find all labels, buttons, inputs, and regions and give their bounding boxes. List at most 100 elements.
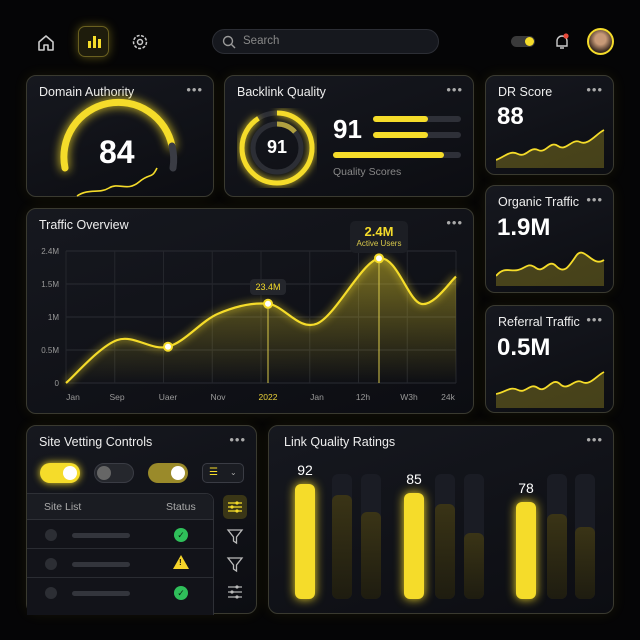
score-bar-3 [333, 152, 461, 158]
data-point [263, 298, 273, 309]
card-title: Organic Traffic [498, 195, 580, 209]
card-title: Link Quality Ratings [284, 435, 396, 449]
quality-ring [239, 110, 315, 186]
y-tick-label: 1.5M [41, 280, 59, 289]
callout-peak: 2.4M Active Users [350, 221, 408, 253]
bell-icon[interactable] [552, 32, 572, 52]
list-icon: ☰ [209, 467, 218, 478]
chevron-down-icon: ⌄ [230, 468, 237, 477]
sliders-icon [228, 501, 242, 513]
warning-icon [173, 555, 189, 569]
column-site-list: Site List [44, 501, 82, 513]
analytics-nav-button[interactable] [78, 26, 109, 57]
gauge [60, 98, 178, 197]
more-icon[interactable]: ••• [229, 432, 246, 447]
check-icon: ✓ [174, 586, 188, 600]
peak-value: 2.4M [364, 224, 394, 239]
x-tick-label: 2022 [259, 392, 278, 402]
card-title: DR Score [498, 85, 553, 99]
card-title: Domain Authority [39, 85, 135, 99]
bar-chart-icon [88, 36, 101, 48]
avatar[interactable] [587, 28, 614, 55]
backlink-value: 91 [333, 114, 362, 144]
x-tick-label: Sep [109, 392, 124, 402]
bar[interactable] [547, 514, 567, 599]
dr-score-card: DR Score ••• 88 [485, 75, 614, 175]
bar[interactable] [332, 495, 352, 599]
sliders-icon[interactable] [225, 582, 245, 602]
bar[interactable] [404, 492, 424, 599]
card-title: Referral Traffic [498, 315, 580, 329]
bar-value-label: 85 [406, 470, 422, 487]
traffic-overview-card: Traffic Overview ••• 0 0.5M 1M 1.5M 2.4M Jan Se… [26, 208, 474, 414]
organic-traffic-value: 1.9M [497, 214, 551, 241]
bar[interactable] [435, 504, 455, 599]
bar[interactable] [516, 501, 536, 599]
card-title: Traffic Overview [39, 218, 129, 232]
data-point [163, 341, 173, 352]
card-title: Site Vetting Controls [39, 435, 153, 449]
bar[interactable] [464, 532, 484, 599]
area-fill [66, 258, 456, 383]
search-placeholder: Search [243, 35, 280, 47]
sparkline [496, 371, 605, 408]
domain-authority-card: Domain Authority ••• 84 [26, 75, 214, 197]
y-tick-label: 1M [48, 313, 59, 322]
check-icon: ✓ [174, 528, 188, 542]
search-input[interactable]: Search [212, 29, 439, 54]
quality-caption: Quality Scores [333, 166, 402, 178]
x-tick-label: 12h [356, 392, 370, 402]
y-tick-label: 0 [55, 379, 60, 388]
site-vetting-card: Site Vetting Controls ••• ☰ ⌄ Site List St… [26, 425, 257, 615]
toggle-2[interactable] [94, 463, 134, 483]
score-bar-1 [373, 116, 461, 122]
toggle-3[interactable] [148, 463, 188, 483]
referral-traffic-value: 0.5M [497, 334, 551, 361]
more-icon[interactable]: ••• [446, 82, 463, 97]
table-row[interactable]: ! [27, 550, 213, 578]
more-icon[interactable]: ••• [186, 82, 203, 97]
domain-authority-value: 84 [99, 134, 135, 170]
x-tick-label: 24k [441, 392, 455, 402]
bar[interactable] [295, 484, 315, 599]
site-list-table: Site List Status ✓ ! ✓ [27, 493, 214, 615]
filter-icon[interactable] [225, 554, 245, 574]
organic-traffic-card: Organic Traffic ••• 1.9M [485, 185, 614, 293]
more-icon[interactable]: ••• [586, 192, 603, 207]
more-icon[interactable]: ••• [586, 432, 603, 447]
bar-value-label: 78 [518, 479, 534, 496]
view-dropdown[interactable]: ☰ ⌄ [202, 463, 244, 483]
bar[interactable] [575, 526, 595, 599]
toggle-1[interactable] [40, 463, 80, 483]
bar[interactable] [361, 511, 381, 599]
referral-traffic-card: Referral Traffic ••• 0.5M [485, 305, 614, 413]
card-title: Backlink Quality [237, 85, 326, 99]
filter-icon[interactable] [225, 526, 245, 546]
bar-value-label: 92 [297, 462, 313, 478]
more-icon[interactable]: ••• [586, 82, 603, 97]
link-quality-card: Link Quality Ratings ••• 92 85 78 [268, 425, 614, 614]
score-bar-2 [373, 132, 461, 138]
theme-toggle[interactable] [511, 36, 535, 47]
x-tick-label: W3h [400, 392, 418, 402]
table-row[interactable]: ✓ [27, 579, 213, 607]
backlink-quality-card: Backlink Quality ••• 91 91 Quality Score… [224, 75, 474, 197]
column-status: Status [166, 501, 196, 513]
more-icon[interactable]: ••• [446, 215, 463, 230]
dr-score-value: 88 [497, 103, 524, 130]
x-tick-label: Jan [310, 392, 324, 402]
x-tick-label: Nov [210, 392, 226, 402]
search-icon [222, 35, 236, 49]
table-row[interactable]: ✓ [27, 521, 213, 549]
home-icon[interactable] [36, 33, 56, 53]
ring-value: 91 [267, 137, 288, 157]
y-tick-label: 0.5M [41, 346, 59, 355]
gear-icon[interactable] [130, 32, 150, 52]
callout-mid: 23.4M [250, 279, 286, 295]
more-icon[interactable]: ••• [586, 312, 603, 327]
sparkline [496, 251, 605, 286]
sliders-filter-button[interactable] [223, 495, 247, 519]
x-tick-label: Jan [66, 392, 80, 402]
traffic-line-chart: 0 0.5M 1M 1.5M 2.4M Jan Sep Uaer Nov 2022 Jan 12h W3… [41, 247, 457, 402]
data-point [374, 253, 384, 264]
